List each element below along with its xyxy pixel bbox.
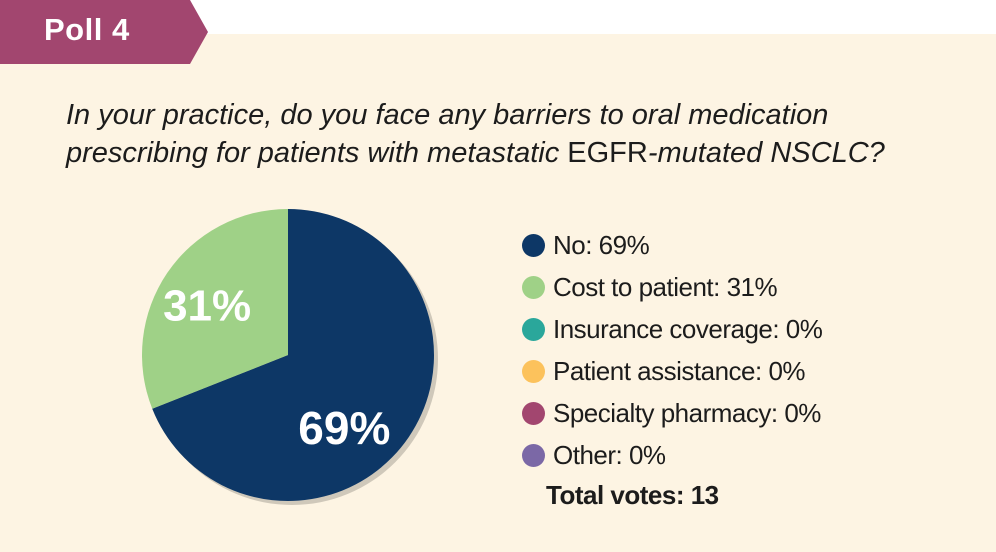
poll-tab-shape bbox=[0, 0, 208, 64]
poll-label: Poll 4 bbox=[44, 12, 130, 47]
legend-label-patient-assistance: Patient assistance: 0% bbox=[553, 355, 806, 386]
legend-item-other: Other: 0% bbox=[522, 434, 822, 476]
legend-label-other: Other: 0% bbox=[553, 439, 666, 470]
pie-label-cost-to-patient: 31% bbox=[163, 282, 251, 331]
legend-item-insurance-coverage: Insurance coverage: 0% bbox=[522, 308, 823, 350]
legend-item-cost-to-patient: Cost to patient: 31% bbox=[522, 266, 822, 308]
question-text-part1: In your practice, do you face any barrie… bbox=[66, 99, 829, 169]
legend-dot-cost-to-patient bbox=[522, 275, 545, 299]
pie-label-no: 69% bbox=[298, 402, 390, 454]
legend-label-insurance-coverage: Insurance coverage: 0% bbox=[553, 313, 823, 344]
legend-dot-other bbox=[522, 443, 545, 467]
legend-dot-insurance-coverage bbox=[522, 317, 545, 341]
total-votes: Total votes: 13 bbox=[546, 480, 719, 510]
legend-dot-specialty-pharmacy bbox=[522, 401, 545, 425]
pie-slice-cost-to-patient bbox=[141, 209, 288, 409]
legend-label-no: No: 69% bbox=[553, 229, 650, 260]
legend-item-patient-assistance: Patient assistance: 0% bbox=[522, 350, 822, 392]
legend-item-specialty-pharmacy: Specialty pharmacy: 0% bbox=[522, 392, 822, 434]
legend-dot-patient-assistance bbox=[522, 359, 545, 383]
question-text-gene: EGFR bbox=[567, 137, 648, 169]
legend-item-no: No: 69% bbox=[522, 224, 822, 266]
legend-label-specialty-pharmacy: Specialty pharmacy: 0% bbox=[553, 397, 821, 428]
poll-tab: Poll 4 bbox=[0, 0, 210, 64]
chart-legend: No: 69% Cost to patient: 31% Insurance cov… bbox=[522, 224, 823, 476]
legend-label-cost-to-patient: Cost to patient: 31% bbox=[553, 271, 778, 302]
pie-chart: 69% 31% bbox=[141, 209, 438, 505]
poll-question: In your practice, do you face any barrie… bbox=[66, 96, 966, 172]
question-text-part3: -mutated NSCLC? bbox=[647, 137, 885, 169]
pie-slice-no bbox=[152, 209, 434, 501]
legend-dot-no bbox=[522, 233, 545, 257]
